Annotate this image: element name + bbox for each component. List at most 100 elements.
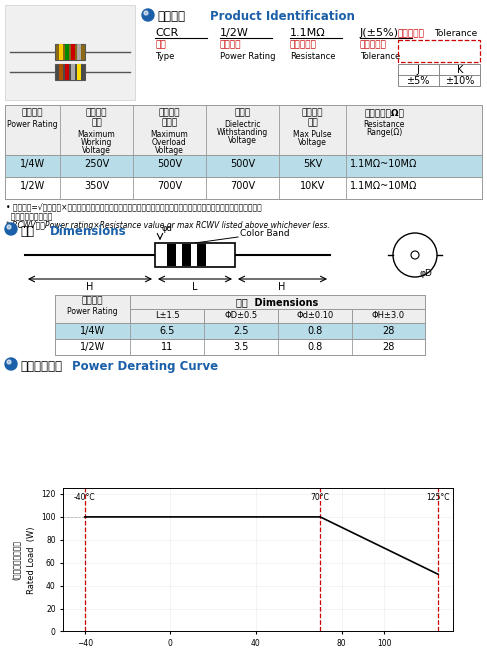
Bar [5,5,135,100]
Text: 1/4W: 1/4W [20,159,45,169]
Text: 1/2W: 1/2W [20,181,45,191]
Text: 荷電壘: 荷電壘 [161,118,178,127]
Text: 1.1MΩ~10MΩ: 1.1MΩ~10MΩ [350,181,418,191]
Text: H: H [278,282,286,292]
Text: Voltage: Voltage [82,146,111,155]
Text: 2.5: 2.5 [233,326,249,336]
Bar [130,295,425,309]
Text: (Ｗ）許可消耗功率: (Ｗ）許可消耗功率 [12,540,21,580]
Text: Dielectric: Dielectric [224,120,261,129]
Text: Max Pulse: Max Pulse [293,130,332,139]
Text: Voltage: Voltage [155,146,184,155]
Text: 阻値範圍（Ω）: 阻値範圍（Ω） [364,108,404,117]
Circle shape [7,360,11,364]
Text: 品名構成: 品名構成 [157,10,185,23]
Text: Type: Type [155,52,174,61]
Text: Resistance: Resistance [290,52,336,61]
Text: Product Identification: Product Identification [210,10,355,23]
Text: Φd±0.10: Φd±0.10 [297,311,334,320]
Text: Power Rating: Power Rating [220,52,276,61]
Text: Withstanding: Withstanding [217,128,268,137]
Text: -40°C: -40°C [74,493,95,502]
Text: φD: φD [419,269,432,278]
Text: 0.8: 0.8 [307,326,322,336]
Text: 500V: 500V [230,159,255,169]
Text: * RCWV＝，Power rating×Resistance value or max RCWV listed above whichever less.: * RCWV＝，Power rating×Resistance value or… [6,221,330,230]
Bar [55,295,425,355]
Text: 500V: 500V [157,159,182,169]
Text: 容許誤差値: 容許誤差値 [398,29,425,38]
Text: Voltage: Voltage [228,136,257,145]
Bar [167,244,176,266]
Text: Working: Working [81,138,112,147]
Text: Power Derating Curve: Power Derating Curve [72,360,218,373]
Text: Resistance: Resistance [363,120,405,129]
Text: 尺寸  Dimensions: 尺寸 Dimensions [236,297,318,307]
Text: ±10%: ±10% [445,76,475,86]
Bar [77,64,81,80]
Text: CCR: CCR [155,28,178,38]
Text: Dimensions: Dimensions [50,225,127,238]
Bar [5,155,482,177]
Text: Voltage: Voltage [298,138,327,147]
Text: Overload: Overload [152,138,187,147]
Bar [398,64,480,86]
Text: 0.8: 0.8 [307,342,322,352]
Text: Maximum: Maximum [150,130,188,139]
Text: 耐電壘: 耐電壘 [234,108,251,117]
Text: 負載遞減曲線: 負載遞減曲線 [20,360,62,373]
Text: Maximum: Maximum [77,130,115,139]
Bar [55,44,85,60]
Text: K: K [457,65,463,75]
Text: 公稱阻抗値: 公稱阻抗値 [290,40,317,49]
Bar [398,40,480,62]
Text: 以最大工作電壘計算: 以最大工作電壘計算 [6,212,53,221]
Text: φd: φd [162,224,173,233]
Circle shape [5,223,17,235]
Text: ΦD±0.5: ΦD±0.5 [225,311,258,320]
Text: 28: 28 [382,342,394,352]
Text: 容許誤差値: 容許誤差値 [360,40,387,49]
Text: L: L [192,282,198,292]
Bar [352,309,425,323]
Text: 11: 11 [161,342,173,352]
Text: 種類: 種類 [155,40,166,49]
Text: 1/4W: 1/4W [80,326,105,336]
Text: 700V: 700V [230,181,255,191]
Text: 1/2W: 1/2W [220,28,249,38]
Text: Power Rating: Power Rating [7,120,58,129]
Circle shape [142,9,154,21]
Text: Range(Ω): Range(Ω) [366,128,402,137]
Bar [155,243,235,267]
Text: ΦH±3.0: ΦH±3.0 [372,311,405,320]
Text: 125°C: 125°C [426,493,450,502]
Text: ±5%: ±5% [406,76,430,86]
Text: 250V: 250V [84,159,109,169]
Text: L±1.5: L±1.5 [155,311,179,320]
Bar [204,309,278,323]
Bar [197,244,206,266]
Bar [55,339,425,355]
Bar [71,64,75,80]
Circle shape [7,225,11,229]
Bar [182,244,191,266]
Text: J(±5%): J(±5%) [360,28,399,38]
Bar [55,295,130,323]
Text: 70°C: 70°C [311,493,330,502]
Bar [5,105,482,155]
Bar [71,44,75,60]
Text: 最大工作: 最大工作 [86,108,107,117]
Bar [5,177,482,199]
Bar [59,44,63,60]
Y-axis label: Rated Load  (W): Rated Load (W) [27,526,36,594]
Text: • 額定電壘=√額定功率×阻抗値，當額定電壘小於最大工作電壘時，以額定電壘計算，當額定電壘超過最大工作電壘時，: • 額定電壘=√額定功率×阻抗値，當額定電壘小於最大工作電壘時，以額定電壘計算，… [6,203,262,212]
Bar [65,44,69,60]
Text: 6.5: 6.5 [159,326,175,336]
Text: 700V: 700V [157,181,182,191]
Text: 350V: 350V [84,181,109,191]
Text: 尺寸: 尺寸 [20,225,34,238]
Circle shape [144,11,148,15]
Text: 額定功率: 額定功率 [22,108,43,117]
Text: 電壘: 電壘 [307,118,318,127]
Text: 1.1MΩ~10MΩ: 1.1MΩ~10MΩ [350,159,418,169]
